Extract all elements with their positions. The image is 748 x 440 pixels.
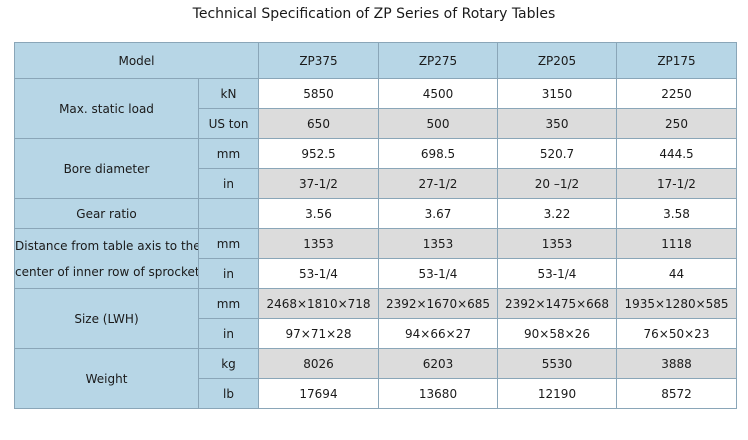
- value-cell: 1353: [378, 228, 498, 259]
- unit-cell: in: [198, 168, 259, 199]
- model-zp275-header: ZP275: [378, 42, 498, 79]
- value-cell: 3888: [616, 348, 737, 379]
- distance-label-line2: center of inner row of sprocket: [15, 264, 199, 279]
- table-row: Bore diameter mm 952.5 698.5 520.7 444.5: [14, 138, 737, 199]
- weight-label: Weight: [14, 348, 199, 409]
- unit-cell: mm: [198, 138, 259, 169]
- distance-label: Distance from table axis to the center o…: [14, 228, 199, 289]
- value-cell: 250: [616, 108, 737, 139]
- value-cell: 500: [378, 108, 498, 139]
- value-cell: 6203: [378, 348, 498, 379]
- value-cell: 12190: [497, 378, 617, 409]
- value-cell: 20 –1/2: [497, 168, 617, 199]
- value-cell: 2250: [616, 78, 737, 109]
- table-row: lb 17694 13680 12190 8572: [15, 378, 737, 409]
- value-cell: 76×50×23: [616, 318, 737, 349]
- value-cell: 650: [258, 108, 379, 139]
- table-row: Gear ratio 3.56 3.67 3.22 3.58: [14, 198, 737, 229]
- value-cell: 97×71×28: [258, 318, 379, 349]
- value-cell: 17694: [258, 378, 379, 409]
- unit-cell: kN: [198, 78, 259, 109]
- value-cell: 1353: [258, 228, 379, 259]
- value-cell: 44: [616, 258, 737, 289]
- unit-cell: US ton: [198, 108, 259, 139]
- value-cell: 5530: [497, 348, 617, 379]
- value-cell: 13680: [378, 378, 498, 409]
- distance-label-line1: Distance from table axis to the: [15, 238, 199, 253]
- table-row: Distance from table axis to the center o…: [14, 228, 737, 289]
- size-label: Size (LWH): [14, 288, 199, 349]
- page-title: Technical Specification of ZP Series of …: [192, 6, 556, 22]
- value-cell: 53-1/4: [378, 258, 498, 289]
- unit-cell: kg: [198, 348, 259, 379]
- model-zp375-header: ZP375: [258, 42, 379, 79]
- unit-cell: [198, 198, 259, 229]
- model-header: Model: [14, 42, 259, 79]
- value-cell: 444.5: [616, 138, 737, 169]
- value-cell: 2392×1670×685: [378, 288, 498, 319]
- model-zp175-header: ZP175: [616, 42, 737, 79]
- value-cell: 3.58: [616, 198, 737, 229]
- unit-cell: in: [198, 258, 259, 289]
- value-cell: 17-1/2: [616, 168, 737, 199]
- table-row: Weight kg 8026 6203 5530 3888: [14, 348, 737, 409]
- value-cell: 3.56: [258, 198, 379, 229]
- value-cell: 27-1/2: [378, 168, 498, 199]
- value-cell: 94×66×27: [378, 318, 498, 349]
- value-cell: 1353: [497, 228, 617, 259]
- value-cell: 53-1/4: [497, 258, 617, 289]
- value-cell: 350: [497, 108, 617, 139]
- table-row: Size (LWH) mm 2468×1810×718 2392×1670×68…: [14, 288, 737, 349]
- unit-cell: lb: [198, 378, 259, 409]
- bore-diameter-label: Bore diameter: [14, 138, 199, 199]
- value-cell: 5850: [258, 78, 379, 109]
- value-cell: 4500: [378, 78, 498, 109]
- value-cell: 2392×1475×668: [497, 288, 617, 319]
- table-row: in 97×71×28 94×66×27 90×58×26 76×50×23: [15, 318, 737, 349]
- value-cell: 952.5: [258, 138, 379, 169]
- value-cell: 8572: [616, 378, 737, 409]
- value-cell: 90×58×26: [497, 318, 617, 349]
- value-cell: 1118: [616, 228, 737, 259]
- value-cell: 1935×1280×585: [616, 288, 737, 319]
- spec-table: Model ZP375 ZP275 ZP205 ZP175 Max. stati…: [14, 42, 737, 409]
- gear-ratio-label: Gear ratio: [14, 198, 199, 229]
- unit-cell: mm: [198, 228, 259, 259]
- value-cell: 698.5: [378, 138, 498, 169]
- unit-cell: in: [198, 318, 259, 349]
- unit-cell: mm: [198, 288, 259, 319]
- value-cell: 2468×1810×718: [258, 288, 379, 319]
- table-row: US ton 650 500 350 250: [15, 108, 737, 139]
- value-cell: 3.67: [378, 198, 498, 229]
- table-row: in 53-1/4 53-1/4 53-1/4 44: [15, 258, 737, 289]
- max-static-load-label: Max. static load: [14, 78, 199, 139]
- value-cell: 3.22: [497, 198, 617, 229]
- value-cell: 8026: [258, 348, 379, 379]
- model-zp205-header: ZP205: [497, 42, 617, 79]
- value-cell: 3150: [497, 78, 617, 109]
- value-cell: 53-1/4: [258, 258, 379, 289]
- value-cell: 37-1/2: [258, 168, 379, 199]
- value-cell: 520.7: [497, 138, 617, 169]
- header-row: Model ZP375 ZP275 ZP205 ZP175: [14, 42, 737, 79]
- table-row: Max. static load kN 5850 4500 3150 2250: [14, 78, 737, 139]
